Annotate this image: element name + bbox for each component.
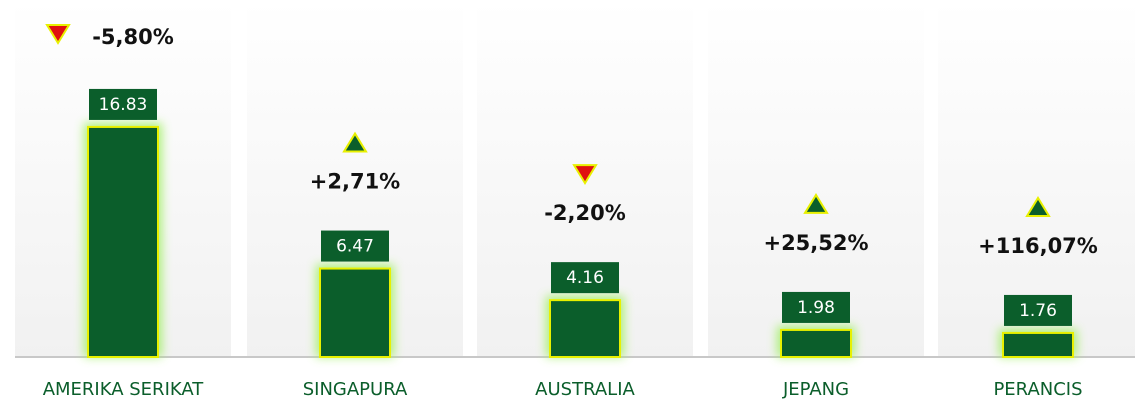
category-label: SINGAPURA (303, 379, 408, 400)
arrow-down (572, 164, 598, 186)
bar (319, 267, 391, 359)
bar (87, 125, 159, 358)
change-label: -5,80% (92, 25, 174, 49)
value-label-box (89, 88, 157, 120)
category-label: JEPANG (782, 379, 849, 400)
change-label: -2,20% (544, 201, 626, 225)
value-label-box (1004, 294, 1072, 326)
category-label: AMERIKA SERIKAT (43, 379, 205, 400)
arrow-up (803, 193, 829, 214)
category-label: PERANCIS (993, 379, 1082, 400)
bar (1002, 331, 1074, 358)
value-label-box (321, 230, 389, 262)
value-label: 16.83 (99, 95, 148, 115)
value-label: 1.76 (1019, 301, 1057, 321)
arrow-down (45, 24, 71, 45)
value-label: 1.98 (797, 298, 835, 318)
category-label: AUSTRALIA (535, 379, 635, 400)
change-label: +25,52% (763, 231, 868, 255)
arrow-up (1025, 196, 1051, 217)
value-label: 6.47 (336, 237, 374, 257)
change-label: +116,07% (978, 234, 1098, 258)
value-label: 4.16 (566, 268, 604, 288)
change-label: +2,71% (310, 170, 400, 194)
bar (549, 299, 621, 359)
arrow-up (342, 131, 368, 153)
bar (780, 328, 852, 359)
value-label-box (782, 291, 850, 323)
value-label-box (551, 262, 619, 294)
